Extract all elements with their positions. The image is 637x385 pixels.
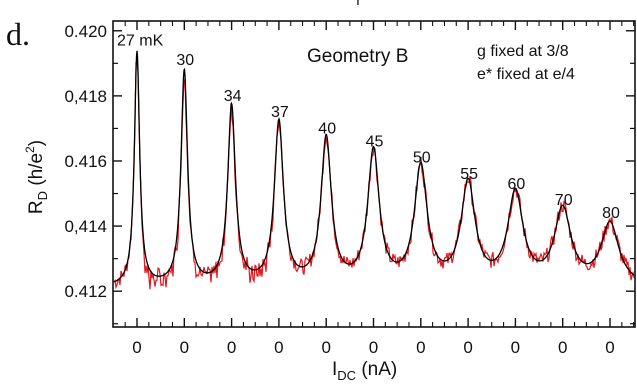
peak-label: 27 mK [117,33,164,50]
peak-label: 50 [413,150,431,167]
peak-label: 37 [271,104,289,121]
peak-label: 45 [366,133,384,150]
annotation-e-fixed: e* fixed at e/4 [477,66,575,83]
axis-ticks [113,21,635,327]
peak-label: 30 [176,52,194,69]
chart-title: Geometry B [307,46,408,67]
x-tick-label: 0 [558,338,567,357]
y-tick-label: 0,414 [64,217,107,236]
measured-series-line [113,60,635,290]
y-tick-label: 0.420 [64,22,107,41]
y-tick-label: 0.416 [64,152,107,171]
peak-label: 60 [508,176,526,193]
y-tick-label: 0.412 [64,282,107,301]
peak-label: 55 [460,166,478,183]
x-tick-label: 0 [321,338,330,357]
fit-series-line [113,50,635,283]
x-axis-label: IDC (nA) [332,359,397,383]
x-axis-label-text: IDC (nA) [332,359,397,383]
annotation-g-fixed: g fixed at 3/8 [477,43,569,60]
x-tick-label: 0 [274,338,283,357]
x-tick-label: 0 [416,338,425,357]
plot-series [113,50,635,290]
x-tick-label: 0 [463,338,472,357]
peak-temperature-labels: 27 mK 30 34 37 40 45 50 55 60 70 80 [117,33,620,223]
x-tick-label: 0 [227,338,236,357]
plot-frame [112,20,636,328]
x-tick-label: 0 [369,338,378,357]
peak-label: 34 [224,88,242,105]
peak-label: 80 [602,205,620,222]
x-tick-label: 0 [132,338,141,357]
x-tick-label: 0 [605,338,614,357]
panel-label: d. [6,16,30,52]
y-tick-labels: 0.412 0,414 0.416 0,418 0.420 [64,22,107,301]
y-axis-label: RD (h/e2) [23,140,50,214]
peak-label: 40 [318,120,336,137]
top-clipped-xlabel: I [356,0,360,8]
y-axis-label-text: RD (h/e2) [23,140,50,214]
y-tick-label: 0,418 [64,87,107,106]
peak-label: 70 [555,192,573,209]
x-tick-labels: 0 0 0 0 0 0 0 0 0 0 0 [132,338,614,357]
x-tick-label: 0 [511,338,520,357]
x-tick-label: 0 [180,338,189,357]
